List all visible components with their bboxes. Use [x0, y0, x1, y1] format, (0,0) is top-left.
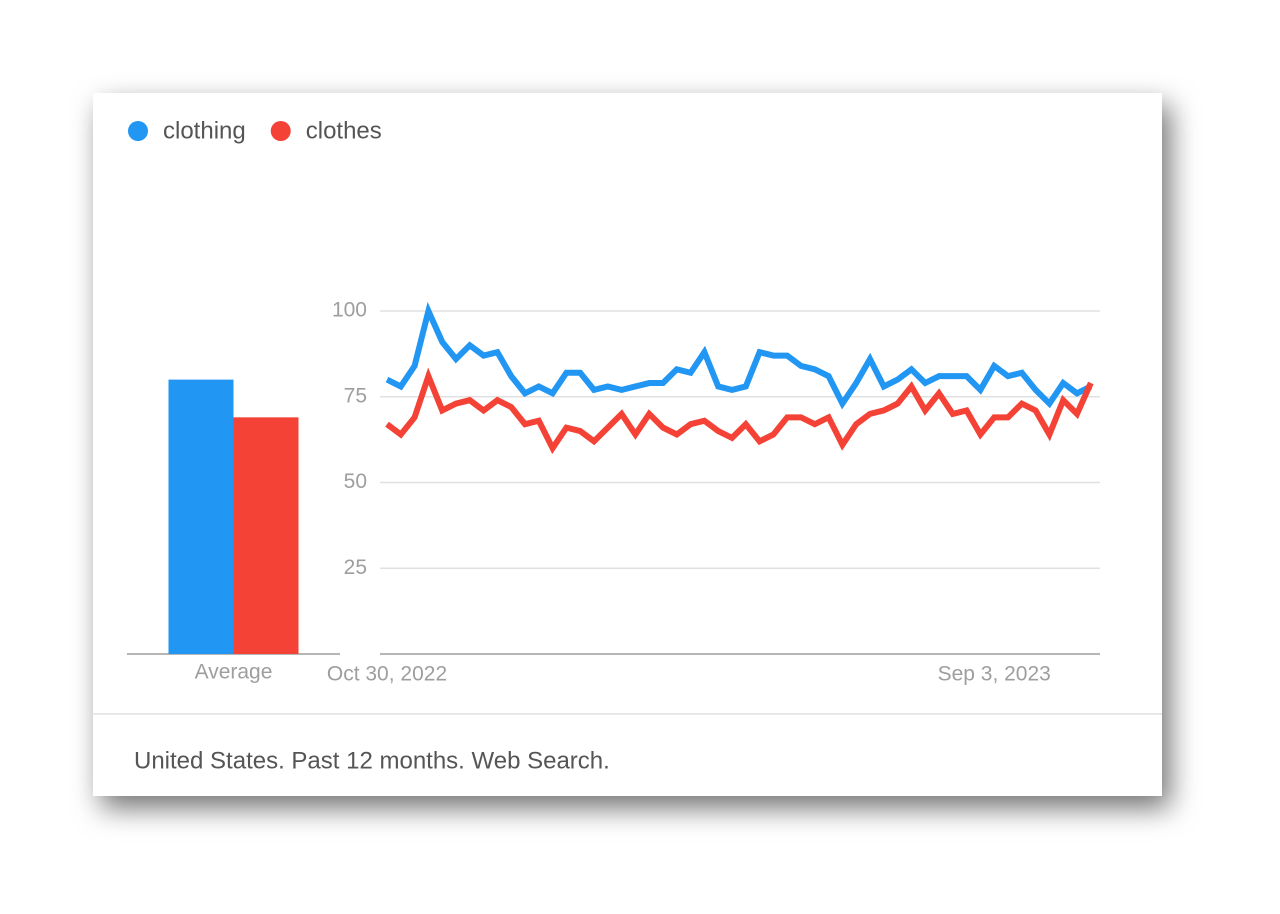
- legend-label: clothing: [163, 117, 246, 144]
- x-tick-label: Oct 30, 2022: [327, 663, 447, 686]
- x-tick-label: Sep 3, 2023: [938, 663, 1051, 686]
- line: [385, 367, 1094, 455]
- y-tick-label: 25: [344, 556, 367, 579]
- legend-marker: [128, 121, 148, 141]
- bar: [233, 417, 299, 654]
- bar: [168, 379, 234, 654]
- footer: United States. Past 12 months. Web Searc…: [134, 747, 610, 774]
- y-tick-label: 100: [332, 299, 367, 322]
- legend-marker: [270, 121, 291, 141]
- x-tick-label: Average: [195, 661, 273, 684]
- line: [385, 301, 1093, 410]
- y-tick-label: 50: [344, 470, 367, 493]
- legend-label: clothes: [306, 117, 382, 144]
- y-tick-label: 75: [344, 384, 367, 407]
